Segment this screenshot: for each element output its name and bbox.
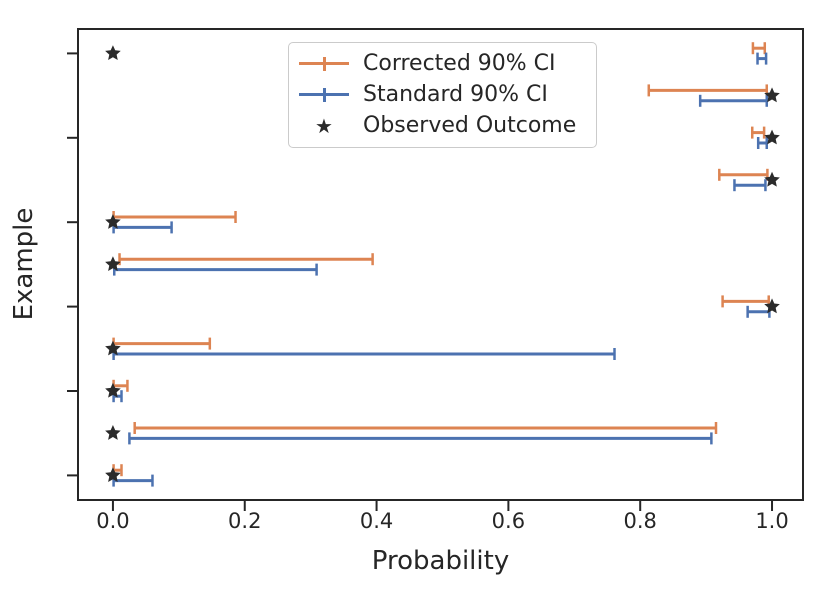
x-tick-label: 1.0: [755, 509, 788, 533]
observed-outcome-star: [105, 256, 121, 272]
plot-frame: [77, 28, 804, 501]
errorbar-cap: [322, 56, 326, 71]
observed-outcome-series: [105, 45, 780, 483]
x-axis-ticks: [111, 501, 774, 511]
y-axis-ticks: [67, 52, 77, 477]
standard-errorbar-icon: [299, 87, 349, 103]
observed-outcome-star: [105, 467, 121, 483]
observed-outcome-star: [105, 382, 121, 398]
x-tick-label: 0.2: [228, 509, 261, 533]
legend-item-standard: Standard 90% CI: [297, 81, 592, 107]
observed-outcome-star: [105, 425, 121, 440]
observed-outcome-star: [105, 45, 121, 61]
legend-label-corrected: Corrected 90% CI: [363, 50, 556, 76]
observed-outcome-star: [764, 129, 780, 145]
legend-label-standard: Standard 90% CI: [363, 81, 548, 107]
star-icon: ★: [315, 114, 333, 139]
x-tick-label: 0.8: [624, 509, 657, 533]
observed-outcome-star: [764, 171, 780, 187]
corrected-ci-series: [112, 42, 770, 477]
x-tick-label: 0.4: [360, 509, 393, 533]
observed-outcome-star: [105, 214, 121, 229]
corrected-errorbar-icon: [299, 56, 349, 72]
x-tick-label: 0.6: [492, 509, 525, 533]
y-axis-title: Example: [9, 207, 39, 321]
errorbar-cap: [322, 87, 326, 102]
legend-item-corrected: Corrected 90% CI: [297, 50, 592, 76]
observed-outcome-star: [764, 298, 780, 314]
observed-outcome-star: [105, 340, 121, 356]
x-tick-label: 0.0: [96, 509, 129, 533]
standard-ci-series: [112, 52, 771, 487]
x-axis-title: Probability: [371, 546, 510, 576]
legend-label-observed: Observed Outcome: [363, 113, 577, 139]
legend: Corrected 90% CI Standard 90% CI ★ Obser…: [288, 42, 597, 148]
observed-outcome-star: [764, 87, 780, 103]
legend-item-observed: ★ Observed Outcome: [297, 115, 592, 137]
